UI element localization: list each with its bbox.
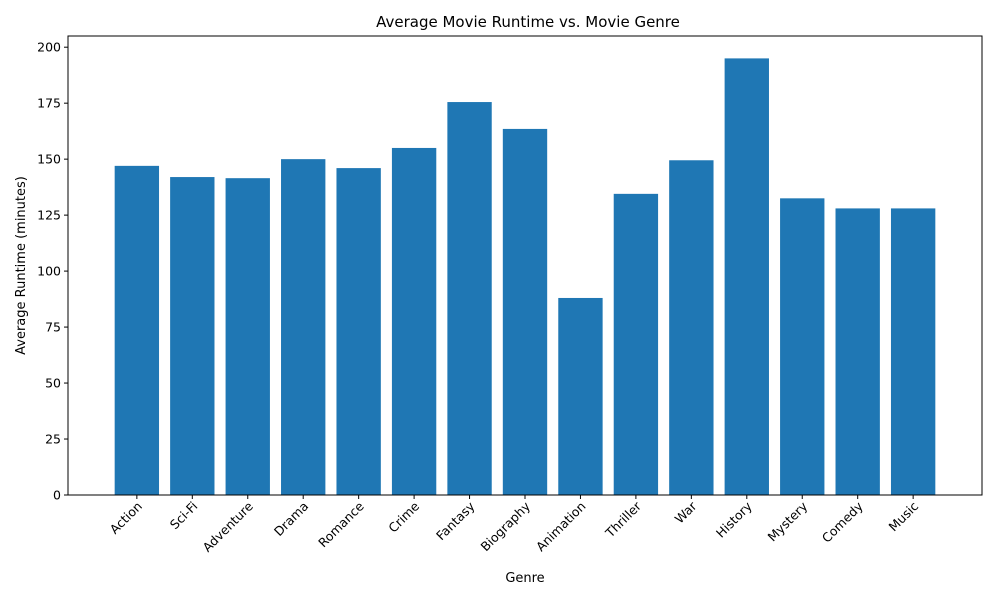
x-tick-label: Music (886, 498, 922, 534)
bar-biography (502, 128, 548, 496)
bar-music (890, 208, 936, 495)
x-tick-label: Mystery (765, 498, 811, 544)
y-axis-label: Average Runtime (minutes) (14, 176, 29, 355)
y-tick-label: 125 (37, 208, 61, 223)
bar-war (669, 160, 714, 495)
x-tick-label: Biography (477, 498, 533, 554)
bar-crime (391, 147, 437, 495)
y-tick-label: 200 (37, 40, 61, 55)
bar-thriller (613, 193, 659, 495)
bar-adventure (225, 178, 270, 496)
x-tick-label: Comedy (819, 498, 867, 546)
bar-action (114, 165, 160, 496)
bar-history (724, 58, 769, 495)
bar-sci-fi (170, 177, 215, 495)
y-tick-label: 0 (53, 488, 61, 503)
bar-animation (558, 297, 603, 495)
bar-comedy (835, 208, 880, 495)
x-tick-label: Drama (271, 499, 311, 539)
y-tick-label: 175 (37, 96, 61, 111)
y-tick-label: 50 (45, 376, 61, 391)
y-tick-label: 100 (37, 264, 61, 279)
x-tick-label: Fantasy (433, 498, 478, 543)
x-tick-label: Adventure (200, 498, 257, 555)
x-tick-label: Thriller (602, 498, 645, 541)
y-tick-label: 75 (45, 320, 61, 335)
x-tick-label: War (672, 498, 700, 526)
y-axis: 0 25 50 75 100 125 150 175 200 (37, 40, 68, 503)
bar-romance (336, 168, 381, 496)
x-tick-label: Romance (315, 498, 367, 550)
x-tick-label: Crime (385, 498, 422, 535)
bar-drama (281, 159, 326, 495)
x-tick-label: Action (107, 499, 145, 537)
y-tick-label: 150 (37, 152, 61, 167)
plot-frame (67, 35, 983, 496)
bars-group (114, 58, 936, 496)
bar-mystery (780, 198, 825, 495)
x-tick-label: Sci-Fi (167, 499, 201, 533)
x-tick-label: Animation (533, 499, 589, 555)
bar-fantasy (447, 102, 492, 496)
x-axis: Action Sci-Fi Adventure Drama Romance Crime Fa… (107, 495, 922, 555)
chart-title: Average Movie Runtime vs. Movie Genre (376, 13, 680, 31)
x-tick-label: History (713, 498, 755, 540)
y-tick-label: 25 (45, 432, 61, 447)
x-axis-label: Genre (505, 571, 544, 586)
